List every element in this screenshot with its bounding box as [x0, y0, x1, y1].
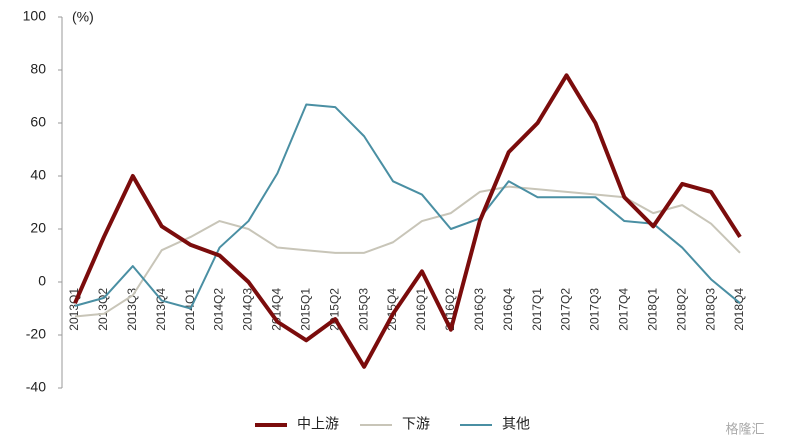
x-tick-label: 2015Q1	[298, 288, 312, 331]
y-tick-label: -20	[26, 326, 46, 342]
unit-label: (%)	[72, 9, 94, 25]
x-tick-label: 2016Q1	[414, 288, 428, 331]
series-line	[73, 73, 742, 369]
y-tick-label: 60	[30, 114, 46, 130]
y-tick-label: -40	[26, 379, 46, 395]
x-tick-label: 2018Q1	[645, 288, 659, 331]
x-tick-label: 2013Q4	[154, 288, 168, 331]
x-tick-label: 2014Q3	[241, 288, 255, 331]
x-tick-label: 2017Q1	[530, 288, 544, 331]
x-tick-label: 2014Q2	[212, 288, 226, 331]
y-tick-label: 0	[38, 273, 46, 289]
x-tick-label: 2013Q3	[125, 288, 139, 331]
y-tick-label: 40	[30, 167, 46, 183]
x-tick-label: 2017Q4	[617, 288, 631, 331]
x-tick-label: 2015Q3	[356, 288, 370, 331]
x-tick-label: 2018Q4	[732, 288, 746, 331]
series-line	[74, 103, 741, 310]
x-tick-label: 2016Q4	[501, 288, 515, 331]
x-tick-label: 2018Q3	[703, 288, 717, 331]
x-tick-label: 2017Q3	[588, 288, 602, 331]
legend-label: 中上游	[297, 416, 339, 432]
watermark: 格隆汇	[725, 421, 764, 436]
y-tick-label: 100	[23, 8, 47, 24]
x-tick-label: 2016Q3	[472, 288, 486, 331]
legend-label: 下游	[402, 416, 430, 432]
x-tick-label: 2014Q4	[270, 288, 284, 331]
series-line	[74, 185, 741, 318]
y-tick-label: 20	[30, 220, 46, 236]
x-tick-label: 2018Q2	[674, 288, 688, 331]
legend-label: 其他	[502, 416, 530, 432]
x-tick-label: 2017Q2	[559, 288, 573, 331]
y-tick-label: 80	[30, 61, 46, 77]
